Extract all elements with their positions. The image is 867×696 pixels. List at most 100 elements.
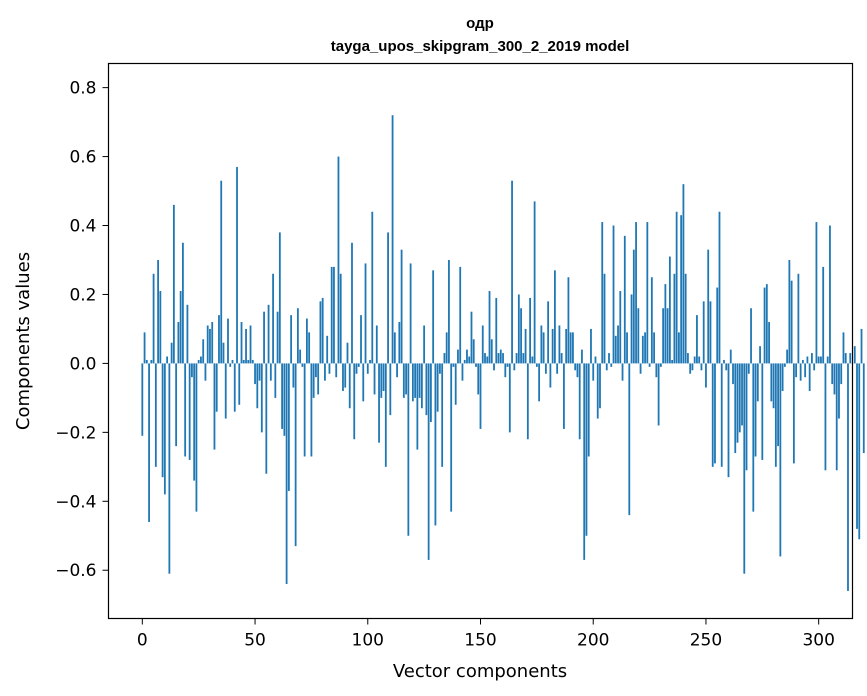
bar-176 <box>538 363 541 402</box>
bar-286 <box>786 349 789 364</box>
y-tick-label: −0.6 <box>55 561 96 581</box>
bar-309 <box>838 363 840 419</box>
chart-subtitle: tayga_upos_skipgram_300_2_2019 model <box>331 38 630 55</box>
bar-39 <box>229 363 232 367</box>
bar-228 <box>655 363 658 378</box>
bar-290 <box>795 363 798 378</box>
bar-98 <box>362 363 365 402</box>
x-tick-label: 100 <box>352 631 384 651</box>
bar-229 <box>657 363 660 426</box>
bar-9 <box>161 363 164 478</box>
bar-52 <box>258 363 261 381</box>
bar-242 <box>687 353 689 364</box>
bar-203 <box>599 363 601 409</box>
bar-249 <box>702 301 705 364</box>
bar-284 <box>781 363 784 391</box>
bar-210 <box>614 335 617 364</box>
bar-133 <box>441 363 444 467</box>
bar-227 <box>653 332 655 364</box>
bar-212 <box>619 291 622 364</box>
bar-270 <box>750 308 752 364</box>
bar-225 <box>648 363 651 367</box>
bar-12 <box>168 363 171 574</box>
bar-47 <box>247 359 250 364</box>
bar-255 <box>716 287 719 364</box>
bar-300 <box>817 356 820 364</box>
bar-61 <box>278 232 281 364</box>
bar-261 <box>729 349 732 364</box>
bar-134 <box>443 353 446 364</box>
bar-216 <box>628 363 631 516</box>
bar-series <box>141 115 865 591</box>
bar-174 <box>533 201 536 364</box>
y-axis-label: Components values <box>13 252 34 430</box>
bar-224 <box>646 222 649 364</box>
bar-28 <box>204 363 207 381</box>
bar-65 <box>287 363 290 491</box>
bar-31 <box>211 322 214 364</box>
bar-157 <box>495 297 498 364</box>
bar-16 <box>177 322 180 364</box>
bar-194 <box>578 363 581 440</box>
bar-171 <box>526 363 529 440</box>
bar-125 <box>423 325 426 364</box>
bar-310 <box>840 363 843 385</box>
bar-117 <box>405 363 407 395</box>
bar-141 <box>459 266 462 364</box>
y-tick-label: 0.2 <box>69 285 96 305</box>
bar-21 <box>188 363 191 460</box>
bar-250 <box>705 363 707 388</box>
bar-186 <box>560 353 563 364</box>
bar-20 <box>186 304 189 364</box>
bar-252 <box>709 301 712 364</box>
bar-46 <box>245 328 247 364</box>
y-tick-label: 0.8 <box>69 79 96 99</box>
bar-130 <box>434 363 437 526</box>
bar-213 <box>621 363 624 381</box>
bar-120 <box>411 363 414 402</box>
bar-131 <box>436 363 439 412</box>
bar-92 <box>348 363 351 409</box>
bar-69 <box>296 308 299 364</box>
bar-207 <box>608 353 610 364</box>
bar-274 <box>759 346 761 364</box>
bar-272 <box>754 363 757 457</box>
bar-182 <box>551 328 554 364</box>
bar-56 <box>267 304 270 364</box>
bar-215 <box>626 332 628 364</box>
bar-82 <box>326 335 329 364</box>
bar-119 <box>409 263 412 364</box>
bar-74 <box>308 332 311 364</box>
bar-276 <box>763 287 766 364</box>
bar-142 <box>461 363 464 381</box>
bar-3 <box>148 363 150 522</box>
bar-59 <box>274 363 277 398</box>
bar-302 <box>822 266 825 364</box>
y-tick-label: −0.4 <box>55 492 96 512</box>
bar-187 <box>563 363 565 429</box>
bar-289 <box>792 363 795 464</box>
bar-220 <box>637 308 640 364</box>
bar-162 <box>506 363 509 367</box>
bar-267 <box>743 363 746 574</box>
bar-299 <box>815 222 818 364</box>
bar-55 <box>265 363 268 474</box>
bar-135 <box>445 332 448 364</box>
bar-26 <box>200 356 202 364</box>
bar-206 <box>605 363 608 371</box>
bar-226 <box>650 277 653 364</box>
bar-71 <box>301 363 304 367</box>
bar-160 <box>502 353 504 364</box>
bar-49 <box>251 359 254 364</box>
bar-66 <box>290 315 293 364</box>
bar-254 <box>714 363 716 464</box>
bar-48 <box>249 325 252 364</box>
bar-189 <box>567 277 570 364</box>
bar-29 <box>206 325 209 364</box>
bar-170 <box>524 328 527 364</box>
bar-264 <box>736 363 739 443</box>
bar-307 <box>833 363 836 395</box>
chart-title: одр <box>466 15 494 32</box>
bar-293 <box>802 359 804 364</box>
bar-196 <box>583 363 586 560</box>
